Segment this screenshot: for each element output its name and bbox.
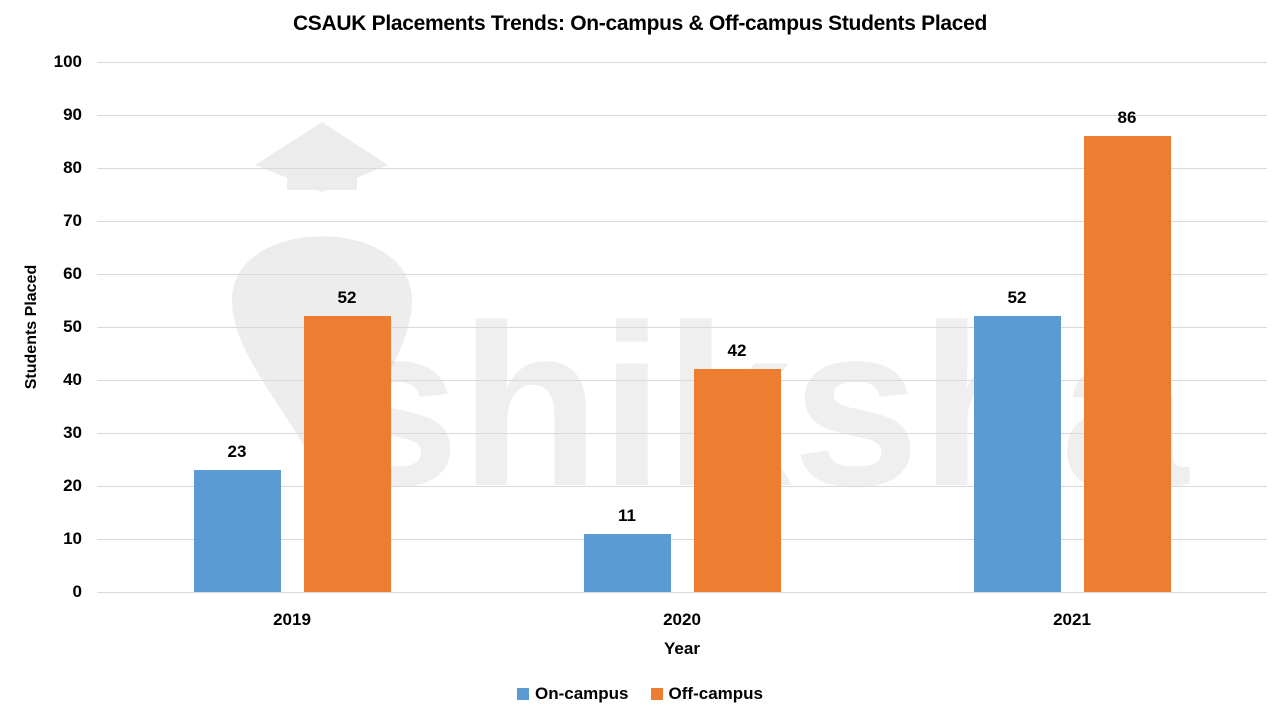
legend-label: Off-campus (668, 684, 763, 703)
y-tick-label: 10 (63, 529, 82, 548)
bar-off-campus-2020: 42 (693, 341, 781, 592)
legend-item-on-campus: On-campus (517, 684, 629, 704)
gridline (97, 592, 1267, 593)
bar-on-campus-2019: 23 (193, 442, 281, 592)
y-tick-label: 40 (63, 370, 82, 389)
x-axis-label: Year (664, 639, 700, 658)
gridline (97, 327, 1267, 328)
legend-swatch-on-campus (517, 688, 529, 700)
gridline (97, 486, 1267, 487)
x-tick-label: 2021 (1053, 610, 1091, 629)
gridline (97, 433, 1267, 434)
data-label: 23 (227, 442, 247, 462)
chart-title: CSAUK Placements Trends: On-campus & Off… (292, 12, 988, 35)
gridline (97, 274, 1267, 275)
data-label: 42 (727, 341, 747, 361)
plot-area: 23 52 11 42 52 86 (97, 62, 1267, 593)
y-tick-label: 80 (63, 158, 82, 177)
y-tick-label: 50 (63, 317, 82, 336)
y-tick-label: 90 (63, 105, 82, 124)
y-tick-label: 70 (63, 211, 82, 230)
gridline (97, 115, 1267, 116)
bar-off-campus-2021: 86 (1083, 108, 1171, 592)
legend: On-campus Off-campus (0, 684, 1280, 704)
gridline (97, 221, 1267, 222)
y-tick-label: 0 (72, 582, 82, 601)
y-tick-label: 100 (53, 52, 82, 71)
x-tick-label: 2019 (273, 610, 311, 629)
legend-label: On-campus (535, 684, 629, 703)
data-label: 11 (618, 505, 636, 525)
legend-swatch-off-campus (650, 688, 663, 700)
gridline (97, 62, 1267, 63)
bar-on-campus-2020: 11 (583, 506, 671, 592)
bar-on-campus-2021: 52 (973, 288, 1061, 592)
y-tick-label: 30 (63, 423, 82, 442)
gridline (97, 380, 1267, 381)
legend-item-off-campus: Off-campus (650, 684, 763, 704)
data-label: 86 (1117, 108, 1137, 128)
y-tick-label: 20 (63, 476, 82, 495)
gridline (97, 539, 1267, 540)
bar-off-campus-2019: 52 (303, 288, 391, 592)
gridline (97, 168, 1267, 169)
data-label: 52 (1007, 288, 1027, 308)
data-label: 52 (337, 288, 357, 308)
y-tick-label: 60 (63, 264, 82, 283)
x-tick-label: 2020 (663, 610, 701, 629)
